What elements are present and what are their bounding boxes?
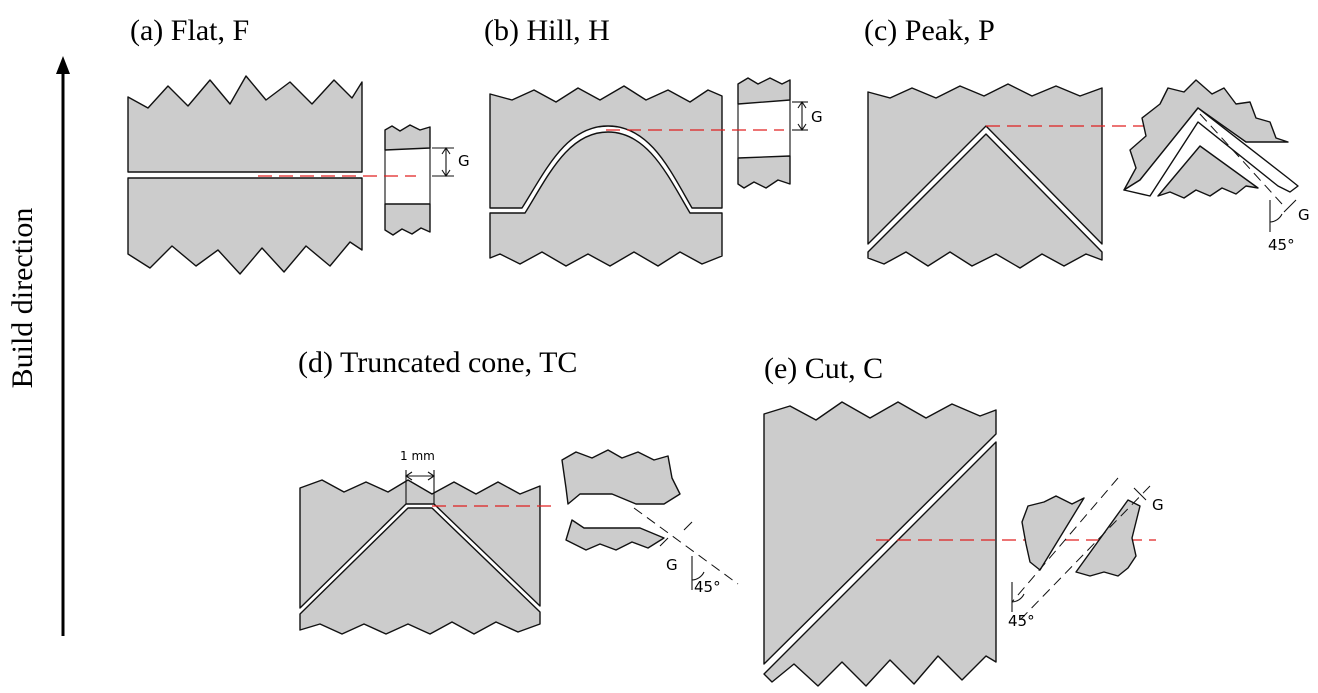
cut-detail-axis-2	[1011, 477, 1119, 603]
peak-detail-upper	[1123, 79, 1289, 191]
panel-flat: (a) Flat, F G	[127, 14, 470, 275]
panel-peak: (c) Peak, P 45° G	[864, 14, 1310, 269]
cut-upper-part	[763, 401, 997, 665]
truncated-cone-gap-label: G	[666, 556, 678, 574]
hill-gap-dimension	[792, 101, 808, 131]
cut-gap-label: G	[1152, 496, 1164, 514]
panel-title-hill: (b) Hill, H	[484, 14, 610, 47]
truncated-cone-lower-part	[299, 507, 541, 635]
truncated-cone-detail-axis	[633, 507, 739, 585]
hill-gap-label: G	[811, 108, 823, 126]
panel-title-peak: (c) Peak, P	[864, 14, 995, 47]
peak-gap-label: G	[1298, 206, 1310, 224]
flat-detail-lower	[384, 203, 431, 236]
flat-gap-label: G	[458, 152, 470, 170]
panel-title-cut: (e) Cut, C	[764, 352, 883, 385]
panel-title-flat: (a) Flat, F	[130, 14, 249, 47]
truncated-cone-angle-arc	[691, 571, 705, 581]
hill-lower-part	[489, 131, 723, 267]
peak-lower-part	[867, 133, 1103, 269]
truncated-cone-gap-tick-top	[683, 521, 693, 531]
truncated-cone-upper-part	[299, 479, 541, 609]
truncated-cone-width-label: 1 mm	[400, 449, 435, 463]
cut-detail-upper	[1021, 495, 1085, 571]
cut-angle-arc	[1011, 593, 1025, 603]
build-direction-label: Build direction	[6, 208, 39, 389]
hill-detail-upper	[737, 77, 791, 105]
flat-upper-part	[127, 75, 363, 173]
panel-truncated-cone: (d) Truncated cone, TC 1 mm G 45°	[298, 346, 739, 635]
panel-title-truncated-cone: (d) Truncated cone, TC	[298, 346, 577, 379]
peak-detail-lower	[1157, 145, 1259, 199]
panel-cut: (e) Cut, C G 45°	[763, 352, 1164, 687]
peak-gap-tick	[1283, 199, 1297, 213]
truncated-cone-width-dimension	[405, 470, 435, 504]
flat-gap-dimension	[432, 147, 454, 177]
peak-upper-part	[867, 83, 1103, 245]
peak-detail-chevron	[1123, 107, 1299, 197]
panel-hill: (b) Hill, H G	[484, 14, 823, 267]
peak-angle-arc	[1269, 213, 1283, 223]
cut-gap-tick	[1133, 487, 1147, 501]
cut-lower-part	[763, 441, 997, 687]
cut-angle-label: 45°	[1008, 612, 1035, 630]
cut-detail-lower	[1075, 499, 1141, 577]
truncated-cone-angle-label: 45°	[694, 578, 721, 596]
hill-detail-lower	[737, 155, 791, 189]
truncated-cone-gap-tick-bottom	[659, 537, 669, 547]
flat-detail-upper	[384, 124, 431, 151]
hill-upper-part	[489, 85, 723, 209]
truncated-cone-detail-upper	[561, 449, 681, 505]
flat-lower-part	[127, 177, 363, 275]
truncated-cone-detail-lower	[565, 519, 665, 551]
peak-angle-label: 45°	[1268, 236, 1295, 254]
peak-detail-axis	[1199, 113, 1283, 205]
build-direction-arrowhead	[56, 56, 70, 74]
build-direction-axis: Build direction	[6, 56, 70, 636]
